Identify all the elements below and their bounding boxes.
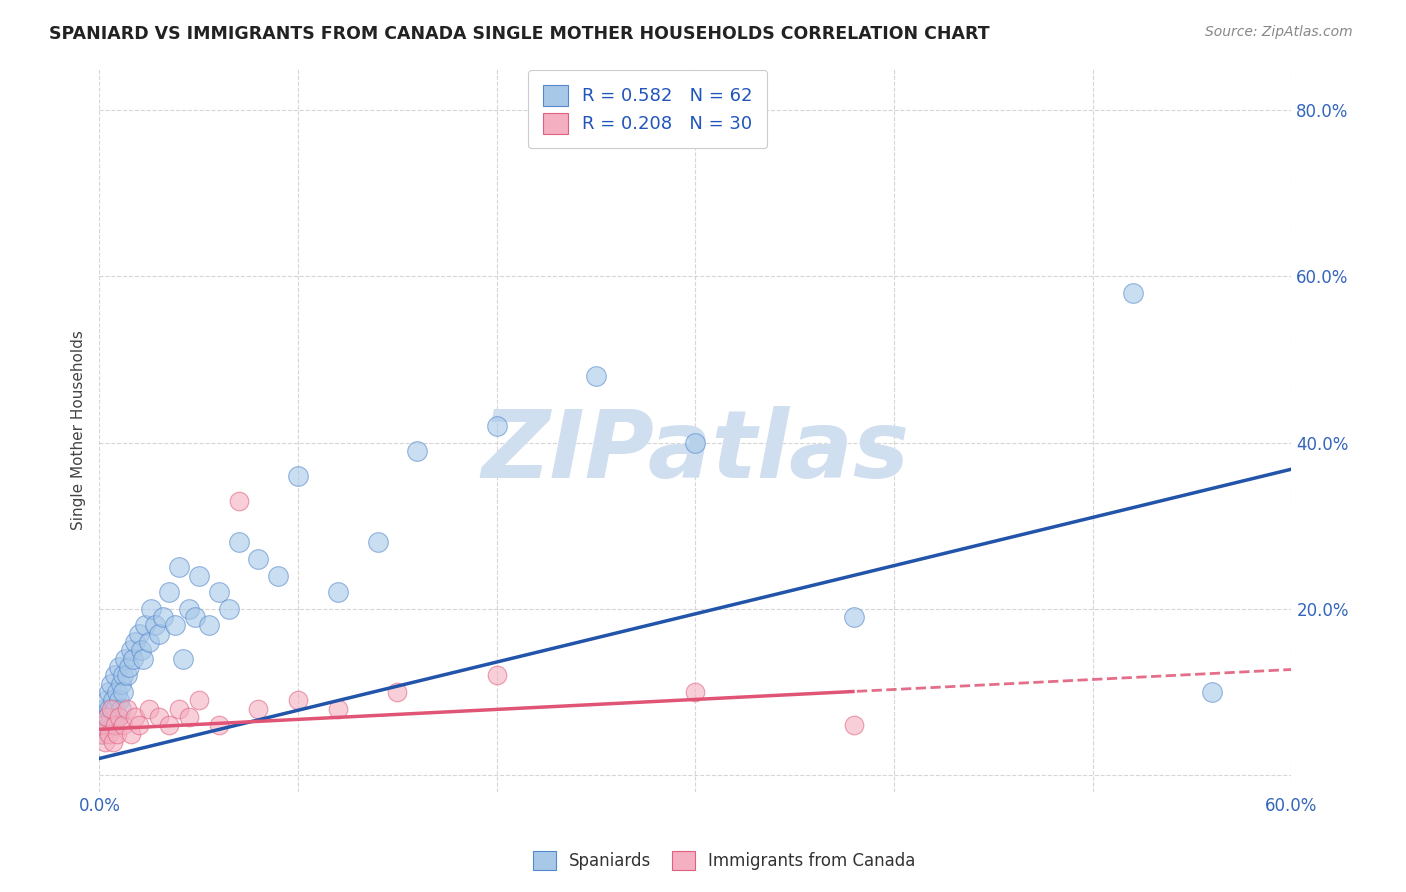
Point <box>406 443 429 458</box>
Point <box>96 710 118 724</box>
Point <box>129 643 152 657</box>
Point <box>177 602 200 616</box>
Point <box>122 651 145 665</box>
Point <box>267 568 290 582</box>
Point <box>112 685 135 699</box>
Point <box>138 701 160 715</box>
Point <box>104 701 127 715</box>
Point <box>94 701 117 715</box>
Point <box>98 726 121 740</box>
Point <box>105 685 128 699</box>
Point <box>128 626 150 640</box>
Y-axis label: Single Mother Households: Single Mother Households <box>72 330 86 530</box>
Point <box>685 435 707 450</box>
Point <box>96 710 118 724</box>
Point <box>367 535 389 549</box>
Point <box>326 585 349 599</box>
Point <box>132 651 155 665</box>
Point <box>218 602 240 616</box>
Point <box>128 718 150 732</box>
Point <box>90 726 112 740</box>
Point <box>844 718 866 732</box>
Point <box>167 701 190 715</box>
Point <box>157 718 180 732</box>
Point <box>485 419 508 434</box>
Point <box>112 668 135 682</box>
Point <box>148 626 170 640</box>
Point <box>108 693 131 707</box>
Point <box>93 726 115 740</box>
Point <box>120 726 142 740</box>
Point <box>124 635 146 649</box>
Point <box>108 660 131 674</box>
Point <box>93 718 115 732</box>
Point <box>157 585 180 599</box>
Point <box>104 718 127 732</box>
Point <box>152 610 174 624</box>
Point <box>187 568 209 582</box>
Point <box>844 610 866 624</box>
Point <box>187 693 209 707</box>
Point <box>134 618 156 632</box>
Point <box>118 660 141 674</box>
Point <box>94 735 117 749</box>
Point <box>100 701 122 715</box>
Point <box>172 651 194 665</box>
Point <box>287 693 309 707</box>
Point <box>108 710 131 724</box>
Point <box>105 726 128 740</box>
Point <box>120 643 142 657</box>
Point <box>105 710 128 724</box>
Text: SPANIARD VS IMMIGRANTS FROM CANADA SINGLE MOTHER HOUSEHOLDS CORRELATION CHART: SPANIARD VS IMMIGRANTS FROM CANADA SINGL… <box>49 25 990 43</box>
Point <box>228 535 250 549</box>
Point <box>287 468 309 483</box>
Point <box>247 552 270 566</box>
Point <box>93 710 115 724</box>
Point <box>208 585 231 599</box>
Point <box>326 701 349 715</box>
Point <box>138 635 160 649</box>
Point <box>247 701 270 715</box>
Point <box>585 369 607 384</box>
Point <box>117 668 139 682</box>
Point <box>1121 285 1143 300</box>
Point <box>100 710 122 724</box>
Point <box>96 693 118 707</box>
Point <box>167 560 190 574</box>
Point <box>208 718 231 732</box>
Legend: R = 0.582   N = 62, R = 0.208   N = 30: R = 0.582 N = 62, R = 0.208 N = 30 <box>529 70 768 148</box>
Point <box>685 685 707 699</box>
Point <box>117 701 139 715</box>
Point <box>90 718 112 732</box>
Point <box>177 710 200 724</box>
Point <box>163 618 186 632</box>
Point <box>1201 685 1223 699</box>
Point <box>94 718 117 732</box>
Point <box>100 676 122 690</box>
Point <box>139 602 162 616</box>
Point <box>98 718 121 732</box>
Point <box>98 685 121 699</box>
Point <box>110 676 132 690</box>
Point <box>103 718 125 732</box>
Point <box>112 718 135 732</box>
Point <box>114 651 136 665</box>
Point <box>197 618 219 632</box>
Point <box>110 701 132 715</box>
Point <box>98 701 121 715</box>
Text: Source: ZipAtlas.com: Source: ZipAtlas.com <box>1205 25 1353 39</box>
Point <box>228 493 250 508</box>
Legend: Spaniards, Immigrants from Canada: Spaniards, Immigrants from Canada <box>526 844 922 877</box>
Point <box>387 685 409 699</box>
Point <box>103 693 125 707</box>
Point <box>104 668 127 682</box>
Point <box>124 710 146 724</box>
Point <box>103 735 125 749</box>
Point <box>143 618 166 632</box>
Point <box>485 668 508 682</box>
Text: ZIPatlas: ZIPatlas <box>481 406 910 498</box>
Point <box>148 710 170 724</box>
Point <box>184 610 207 624</box>
